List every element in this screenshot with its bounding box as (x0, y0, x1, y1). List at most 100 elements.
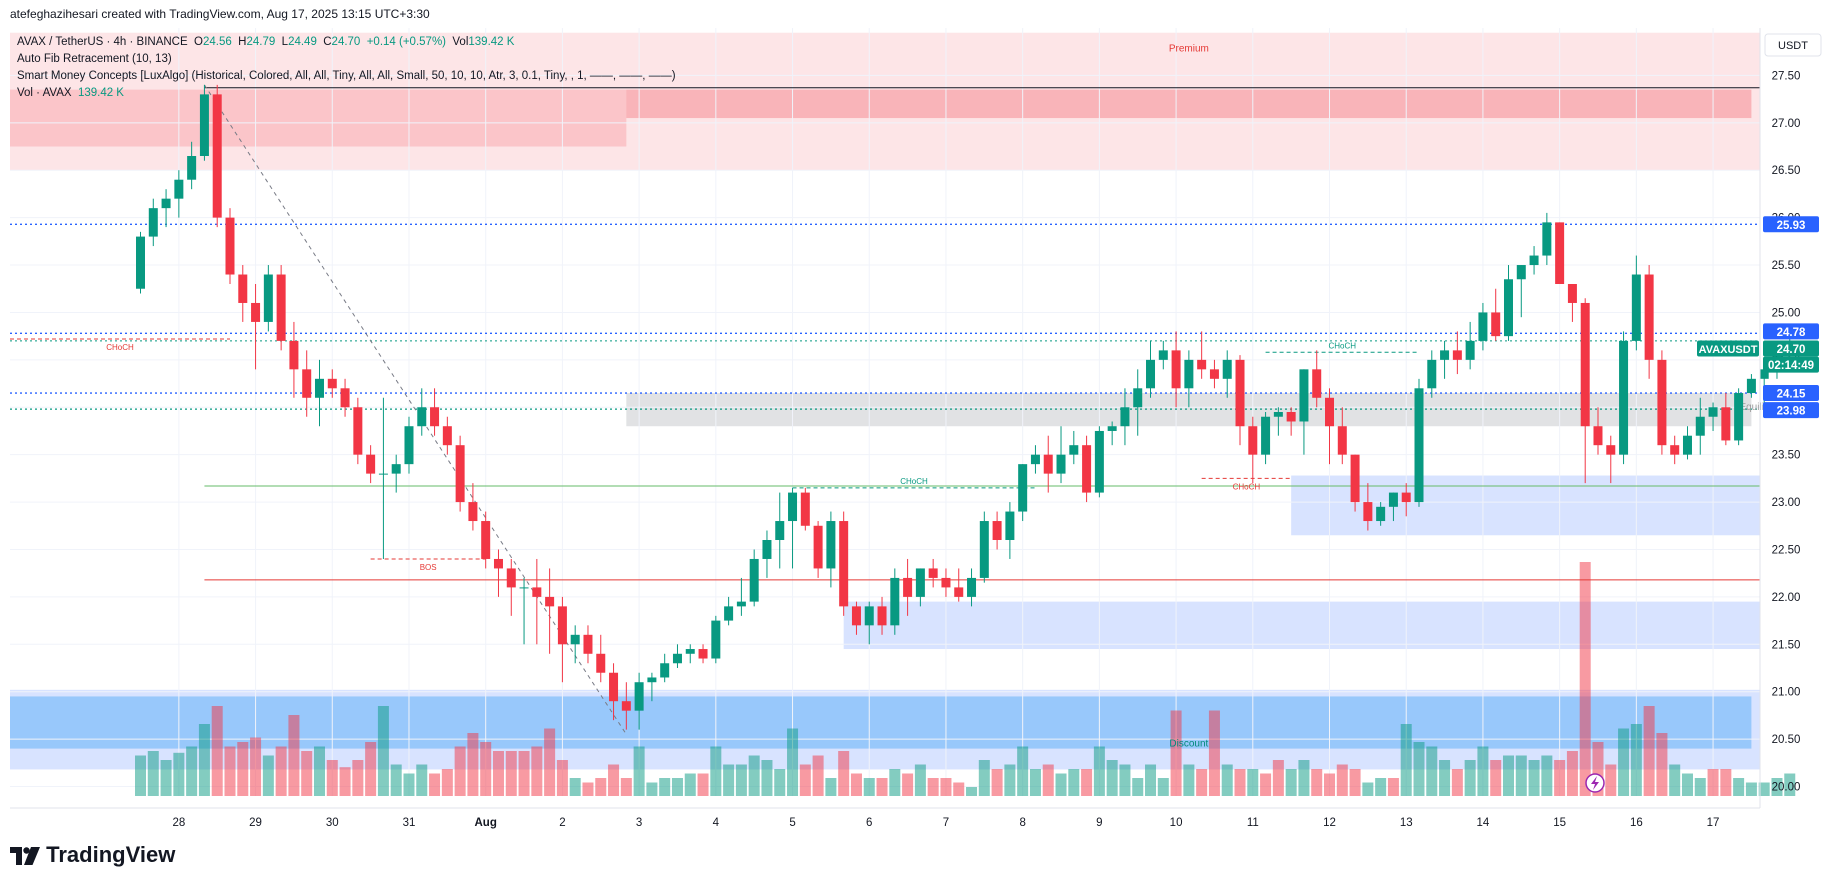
price-axis-label-text: 23.98 (1777, 406, 1806, 418)
price-axis-label (1763, 356, 1819, 373)
candle-body (1069, 445, 1079, 455)
candle-body (1158, 350, 1168, 360)
candle-body (788, 492, 798, 522)
volume-bar (1656, 733, 1668, 796)
candle (1567, 284, 1577, 322)
volume-bar (441, 769, 453, 796)
volume-bar (838, 751, 850, 796)
candle (1657, 350, 1667, 455)
candle (788, 487, 798, 569)
candle-body (775, 521, 785, 540)
volume-bar (825, 778, 837, 796)
volume-bar (697, 773, 709, 796)
volume-bar (1081, 769, 1093, 796)
candle (1644, 265, 1654, 379)
volume-bar (1362, 782, 1374, 796)
candle (187, 141, 197, 190)
candle (1427, 350, 1437, 398)
volume-bar (390, 764, 402, 796)
candle-body (340, 388, 350, 408)
volume-bar (646, 782, 658, 796)
candle (327, 369, 337, 398)
candle-body (634, 682, 644, 711)
candle-body (1401, 492, 1411, 503)
candle (1133, 369, 1143, 436)
currency-button[interactable] (1764, 33, 1822, 57)
candle (353, 397, 363, 465)
candle (647, 672, 657, 702)
symbol-title[interactable]: AVAX / TetherUS · 4h · BINANCE (17, 36, 188, 48)
candle-body (928, 568, 938, 578)
candle (775, 492, 785, 569)
volume-bar (1387, 778, 1399, 796)
candle (1094, 426, 1104, 498)
candle-body (174, 179, 184, 199)
price-tick-label: 22.50 (1772, 544, 1801, 556)
candle-body (1388, 492, 1398, 507)
discount-ob (10, 696, 1752, 749)
candle (1682, 426, 1692, 460)
candle (698, 644, 708, 664)
candle-body (1299, 369, 1309, 422)
candle-body (1567, 284, 1577, 303)
volume-bar (889, 769, 901, 796)
candle (1619, 331, 1629, 465)
candle-body (1440, 350, 1450, 360)
volume-bar (863, 778, 875, 796)
time-tick-label: Aug (475, 817, 497, 829)
candle-body (1197, 359, 1207, 370)
candle-body (263, 274, 273, 322)
volume-bar (850, 773, 862, 796)
indicator-smc[interactable]: Smart Money Concepts [LuxAlgo] (Historic… (17, 70, 676, 82)
candle-body (967, 577, 977, 597)
candle-body (1146, 359, 1156, 389)
time-tick-label: 14 (1477, 817, 1490, 829)
demand-zone-mid (1291, 475, 1760, 536)
volume-bar (186, 746, 198, 796)
volume-bar (876, 778, 888, 796)
candle (736, 577, 746, 616)
candle (1721, 393, 1731, 446)
candle-body (1542, 222, 1552, 256)
candle (174, 170, 184, 218)
candle-body (1516, 265, 1526, 280)
time-tick-label: 12 (1323, 817, 1336, 829)
lightning-icon[interactable] (1585, 773, 1605, 793)
candle (532, 558, 542, 645)
candle (1261, 412, 1271, 465)
candle (314, 359, 324, 427)
candle (1005, 502, 1015, 559)
volume-bar (633, 746, 645, 796)
price-tick-label: 25.50 (1772, 260, 1801, 272)
indicator-volume-label: Vol · AVAX (17, 87, 72, 99)
volume-bar (1285, 769, 1297, 796)
volume-bar (978, 760, 990, 796)
candle-body (481, 521, 491, 559)
volume-bar (1477, 746, 1489, 796)
ohlc-row[interactable]: AVAX / TetherUS · 4h · BINANCE O24.56 H2… (17, 34, 676, 51)
volume-bar (1260, 773, 1272, 796)
candle-body (1734, 393, 1744, 441)
candle-body (1056, 454, 1066, 474)
candle (1018, 464, 1028, 522)
candle-body (698, 649, 708, 659)
candle (276, 265, 286, 351)
tradingview-brand-name: TradingView (46, 842, 176, 867)
candle-body (1759, 369, 1769, 379)
indicator-volume[interactable]: Vol · AVAX 139.42 K (17, 85, 676, 102)
candle-body (378, 473, 388, 475)
candle-body (724, 606, 734, 621)
candle (1542, 212, 1552, 266)
tradingview-logo[interactable]: TradingView (10, 842, 175, 868)
candle-body (954, 587, 964, 597)
volume-bar (582, 782, 594, 796)
candle-body (391, 464, 401, 474)
volume-bar (1145, 764, 1157, 796)
high-label: H (238, 36, 247, 48)
candle-body (1503, 279, 1513, 337)
time-tick-label: 31 (403, 817, 416, 829)
time-tick-label: 15 (1553, 817, 1566, 829)
indicator-fib[interactable]: Auto Fib Retracement (10, 13) (17, 53, 172, 65)
volume-bar (301, 751, 313, 796)
